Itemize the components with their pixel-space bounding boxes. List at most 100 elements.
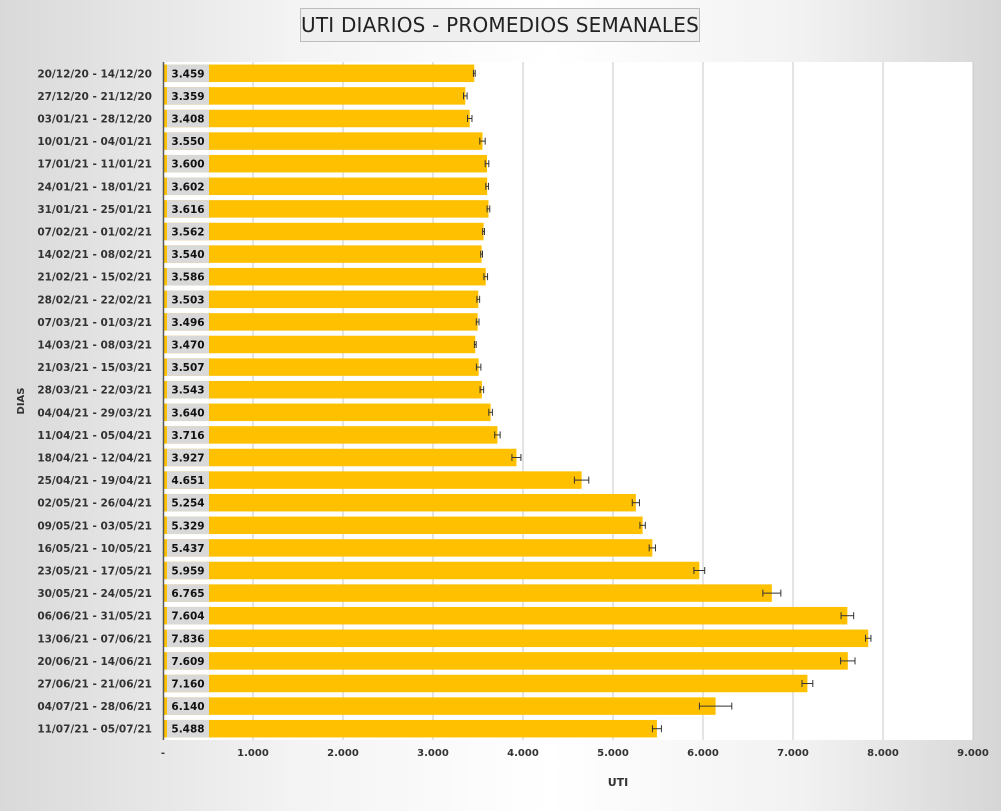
bar [164, 335, 476, 354]
error-bar [651, 725, 662, 733]
data-label-box [167, 109, 209, 128]
x-tick-label: 4.000 [507, 748, 539, 759]
error-bar [840, 657, 856, 665]
category-label: 28/02/21 - 22/02/21 [37, 294, 152, 306]
data-label-box [167, 313, 209, 331]
data-label-box [167, 493, 209, 512]
category-label: 20/06/21 - 14/06/21 [37, 656, 152, 668]
bar [164, 471, 582, 489]
bar [164, 222, 484, 241]
category-label: 20/12/20 - 14/12/20 [37, 68, 152, 80]
bar [164, 64, 475, 83]
x-tick-label: 5.000 [597, 748, 629, 759]
bar [164, 426, 498, 444]
data-label: 5.959 [171, 566, 204, 578]
data-label: 3.470 [171, 340, 204, 352]
data-label-box [167, 719, 209, 738]
category-label: 04/04/21 - 29/03/21 [37, 407, 152, 419]
data-label-box [167, 426, 209, 444]
error-bar [698, 702, 733, 710]
data-label: 5.254 [171, 498, 204, 510]
data-label-box [167, 516, 209, 535]
x-tick-label: 9.000 [957, 748, 989, 759]
category-label: 02/05/21 - 26/04/21 [37, 498, 152, 510]
category-label: 16/05/21 - 10/05/21 [37, 543, 152, 555]
error-bar [631, 499, 640, 507]
data-label: 3.408 [171, 114, 204, 126]
data-label: 3.503 [171, 294, 204, 306]
category-label: 24/01/21 - 18/01/21 [37, 181, 152, 193]
data-label: 7.604 [171, 611, 204, 623]
error-bar [801, 680, 814, 687]
data-label-box [167, 471, 209, 489]
bar [164, 358, 479, 376]
data-label: 3.540 [171, 249, 204, 261]
data-label: 3.927 [171, 453, 204, 465]
error-bar [511, 454, 522, 461]
x-tick-labels: - 1.000 2.000 3.000 4.000 5.000 6.000 7.000 8.00… [161, 748, 989, 759]
error-bar [488, 408, 493, 416]
data-label-box [167, 290, 209, 309]
data-label: 7.609 [171, 656, 204, 668]
data-label-box [167, 652, 209, 670]
data-label-box [167, 267, 209, 286]
bar [164, 719, 657, 738]
data-label-box [167, 222, 209, 241]
bar [164, 539, 653, 557]
x-tick-label: 7.000 [777, 748, 809, 759]
bar [164, 561, 700, 580]
category-label: 21/03/21 - 15/03/21 [37, 362, 152, 374]
data-label: 7.160 [171, 679, 204, 691]
error-bar [475, 318, 480, 326]
category-label: 07/03/21 - 01/03/21 [37, 317, 152, 329]
x-tick-label: - [161, 748, 165, 759]
error-bar [648, 544, 656, 552]
error-bar [483, 273, 489, 281]
data-label: 3.640 [171, 407, 204, 419]
error-bar [573, 476, 590, 484]
y-axis-title: DIAS [16, 388, 27, 415]
error-bar [473, 341, 477, 348]
category-label: 27/06/21 - 21/06/21 [37, 679, 152, 691]
error-bar [479, 137, 486, 145]
data-label-box [167, 200, 209, 218]
error-bar [762, 589, 782, 597]
category-label: 27/12/20 - 21/12/20 [37, 91, 152, 103]
data-label: 3.600 [171, 159, 204, 171]
data-label-box [167, 64, 209, 83]
data-label-box [167, 629, 209, 648]
data-label: 5.488 [171, 724, 204, 736]
category-label: 21/02/21 - 15/02/21 [37, 272, 152, 284]
category-label: 25/04/21 - 19/04/21 [37, 475, 152, 487]
category-label: 23/05/21 - 17/05/21 [37, 566, 152, 578]
data-label: 5.329 [171, 520, 204, 532]
bar [164, 697, 716, 715]
category-label: 14/03/21 - 08/03/21 [37, 340, 152, 352]
bar [164, 516, 643, 535]
category-label: 13/06/21 - 07/06/21 [37, 633, 152, 645]
bar [164, 629, 869, 648]
data-label: 3.507 [171, 362, 204, 374]
data-label-box [167, 358, 209, 376]
data-label: 3.359 [171, 91, 204, 103]
bars [164, 64, 872, 738]
bar [164, 448, 517, 467]
error-bar [463, 92, 468, 100]
data-labels: 3.459 3.359 3.408 3.550 3.600 3.602 3.616 3.562… [167, 64, 209, 738]
category-label: 04/07/21 - 28/06/21 [37, 701, 152, 713]
bar [164, 403, 491, 422]
error-bar [466, 115, 473, 122]
data-label-box [167, 539, 209, 557]
category-label: 28/03/21 - 22/03/21 [37, 385, 152, 397]
data-label: 3.586 [171, 272, 204, 284]
data-label: 6.765 [171, 588, 204, 600]
data-label: 3.550 [171, 136, 204, 148]
data-label-box [167, 132, 209, 150]
error-bar [472, 69, 476, 77]
bar [164, 245, 482, 263]
x-tick-label: 3.000 [417, 748, 449, 759]
category-label: 31/01/21 - 25/01/21 [37, 204, 152, 216]
category-label: 11/04/21 - 05/04/21 [37, 430, 152, 442]
bar [164, 132, 483, 150]
